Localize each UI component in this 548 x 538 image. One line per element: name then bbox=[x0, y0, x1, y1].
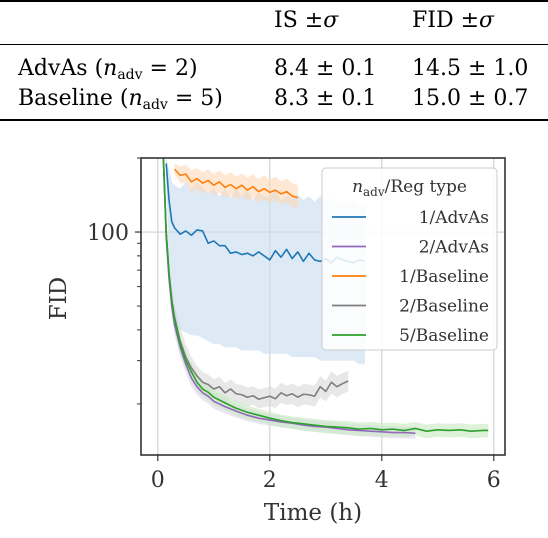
axes-layer: 0 2 4 6 100 Time (h) FID bbox=[46, 157, 506, 526]
header-is-sigma: ±σ bbox=[304, 8, 339, 33]
legend-label-1-baseline: 1/Baseline bbox=[399, 267, 489, 287]
table-bottom-rule bbox=[0, 119, 548, 121]
series-line-1-baseline bbox=[174, 168, 299, 199]
y-axis-label: FID bbox=[46, 277, 72, 320]
legend-label-5-baseline: 5/Baseline bbox=[399, 326, 489, 346]
band-1-advas bbox=[166, 158, 365, 365]
x-axis-label: Time (h) bbox=[264, 500, 362, 526]
band-1-baseline bbox=[174, 163, 298, 209]
row-baseline-method-name: Baseline bbox=[18, 86, 113, 111]
fid-chart: 0 2 4 6 100 Time (h) FID nadv/Reg type 1/AdvAs 2… bbox=[46, 157, 506, 526]
band-2-baseline bbox=[163, 158, 349, 409]
row-advas-is: 8.4 ± 0.1 bbox=[274, 56, 377, 81]
band-layer bbox=[163, 158, 489, 440]
header-fid-sigma: ±σ bbox=[460, 8, 495, 33]
table-top-rule bbox=[0, 0, 548, 2]
legend-title: nadv/Reg type bbox=[352, 177, 467, 199]
table-mid-rule bbox=[0, 44, 548, 45]
legend: nadv/Reg type 1/AdvAs 2/AdvAs 1/Baseline 2/B… bbox=[321, 167, 498, 351]
row-advas-fid: 14.5 ± 1.0 bbox=[412, 56, 529, 81]
header-fid-label: FID bbox=[412, 8, 454, 33]
row-baseline-method: Baseline (nadv = 5) bbox=[18, 86, 223, 113]
row-advas-method: AdvAs (nadv = 2) bbox=[18, 56, 198, 83]
x-tick-label-3: 6 bbox=[487, 468, 501, 493]
row-baseline-is: 8.3 ± 0.1 bbox=[274, 86, 377, 111]
series-line-2-baseline bbox=[162, 158, 349, 401]
header-is: IS ±σ bbox=[274, 10, 338, 32]
series-line-5-baseline bbox=[162, 158, 489, 432]
header-fid: FID ±σ bbox=[412, 10, 494, 32]
legend-label-2-advas: 2/AdvAs bbox=[419, 238, 489, 258]
legend-label-1-advas: 1/AdvAs bbox=[419, 208, 489, 228]
row-advas-method-name: AdvAs bbox=[18, 56, 88, 81]
y-tick-label-0: 100 bbox=[87, 221, 129, 246]
results-table: IS ±σ FID ±σ AdvAs (nadv = 2) 8.4 ± 0.1 … bbox=[0, 0, 548, 125]
legend-label-2-baseline: 2/Baseline bbox=[399, 297, 489, 317]
row-baseline-fid: 15.0 ± 0.7 bbox=[412, 86, 529, 111]
header-is-label: IS bbox=[274, 8, 298, 33]
x-tick-label-1: 2 bbox=[263, 468, 277, 493]
x-tick-label-0: 0 bbox=[151, 468, 165, 493]
x-tick-label-2: 4 bbox=[375, 468, 389, 493]
legend-box bbox=[321, 167, 498, 351]
